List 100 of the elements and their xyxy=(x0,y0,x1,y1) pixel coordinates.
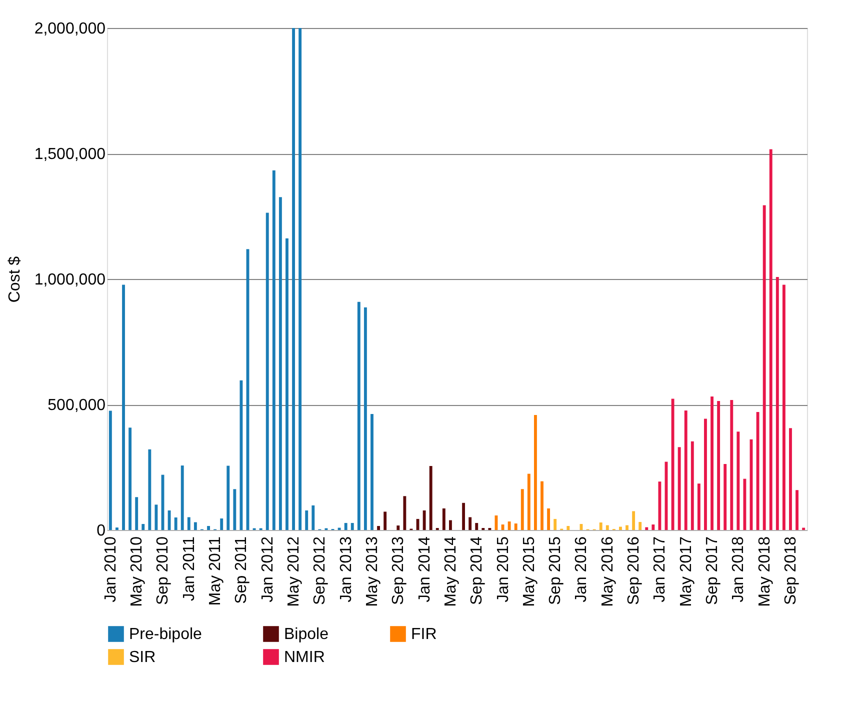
bar xyxy=(154,504,158,530)
x-tick-label: May 2017 xyxy=(678,536,695,607)
bar xyxy=(462,502,466,530)
bar xyxy=(142,524,145,530)
bar xyxy=(736,432,740,530)
bar xyxy=(286,238,288,530)
bar xyxy=(422,510,426,530)
legend-label: FIR xyxy=(411,626,437,643)
x-tick-label: Jan 2017 xyxy=(652,536,669,602)
bar xyxy=(135,497,138,530)
x-tick-label: Jan 2012 xyxy=(259,536,276,602)
bar xyxy=(312,505,315,530)
bar xyxy=(266,212,269,530)
bar xyxy=(782,284,786,530)
bar xyxy=(116,527,118,530)
legend-label: Bipole xyxy=(284,626,329,643)
x-tick-label: Jan 2011 xyxy=(180,536,198,602)
bar xyxy=(743,478,746,530)
y-tick-label: 1,500,000 xyxy=(34,146,106,163)
bar xyxy=(671,398,674,530)
legend-label: NMIR xyxy=(284,649,325,666)
x-tick-label: Sep 2018 xyxy=(782,536,800,606)
bar xyxy=(769,149,772,530)
y-tick-label: 1,000,000 xyxy=(34,272,106,288)
bar xyxy=(180,465,184,530)
bar xyxy=(514,523,518,530)
x-tick-label: Sep 2017 xyxy=(704,536,722,606)
bar xyxy=(645,527,648,530)
bar xyxy=(730,400,734,530)
legend-label: Pre-bipole xyxy=(129,626,202,643)
x-tick-label: Sep 2014 xyxy=(468,536,486,606)
bar xyxy=(554,518,557,530)
bar xyxy=(384,512,387,530)
bar xyxy=(632,511,636,530)
bar xyxy=(403,496,406,530)
bar xyxy=(724,464,727,530)
bar xyxy=(527,474,530,530)
bar xyxy=(298,28,302,530)
x-tick-label: May 2013 xyxy=(364,536,381,607)
x-tick-label: Sep 2010 xyxy=(154,536,172,606)
x-tick-label: May 2018 xyxy=(756,536,774,607)
bar xyxy=(364,307,367,530)
bar xyxy=(599,522,602,530)
bar xyxy=(789,428,792,530)
bar xyxy=(344,522,348,530)
bar xyxy=(678,447,681,530)
bar xyxy=(226,466,230,530)
bar xyxy=(520,489,524,530)
x-tick-label: May 2011 xyxy=(207,536,224,606)
bar xyxy=(684,410,688,530)
bar xyxy=(508,521,511,530)
x-tick-label: May 2014 xyxy=(442,536,460,607)
bar xyxy=(652,524,655,530)
bar xyxy=(756,412,760,530)
bar xyxy=(619,526,622,530)
bar xyxy=(168,510,171,530)
x-tick-label: Sep 2016 xyxy=(626,536,643,606)
x-tick-label: May 2012 xyxy=(286,536,303,607)
bar xyxy=(272,170,276,530)
y-tick-label: 500,000 xyxy=(48,397,106,414)
bar xyxy=(233,489,236,530)
bar xyxy=(638,522,642,530)
bar xyxy=(690,441,694,530)
y-axis-title: Cost $ xyxy=(6,256,24,303)
bar xyxy=(762,205,766,530)
bar xyxy=(448,520,452,530)
x-tick-label: Jan 2013 xyxy=(338,536,355,602)
bar xyxy=(534,415,537,530)
bar xyxy=(207,526,210,530)
bar xyxy=(370,414,374,530)
bar xyxy=(566,526,570,530)
bar xyxy=(377,526,380,530)
bar xyxy=(776,276,779,530)
bar xyxy=(710,396,714,530)
bar xyxy=(429,466,432,530)
x-tick-label: Jan 2014 xyxy=(416,536,434,602)
bar xyxy=(122,284,125,530)
bar xyxy=(108,410,112,530)
y-tick-label: 2,000,000 xyxy=(34,20,106,38)
x-tick-label: Jan 2015 xyxy=(494,536,512,602)
bar xyxy=(240,380,243,530)
legend-label: SIR xyxy=(129,649,156,666)
x-tick-label: Jan 2018 xyxy=(730,536,748,602)
bar xyxy=(717,400,720,530)
x-tick-label: Jan 2016 xyxy=(573,536,590,602)
x-tick-label: Sep 2015 xyxy=(547,536,564,606)
bar xyxy=(442,508,446,530)
bar xyxy=(350,522,354,530)
x-tick-label: May 2010 xyxy=(128,536,146,607)
bar xyxy=(174,517,178,530)
bar xyxy=(357,302,360,530)
bar xyxy=(148,449,152,530)
bar xyxy=(187,517,190,530)
bar xyxy=(194,522,197,530)
bar xyxy=(475,522,478,530)
x-tick-label: May 2015 xyxy=(520,536,538,607)
bar xyxy=(626,525,628,530)
x-tick-label: Sep 2013 xyxy=(390,536,408,606)
bar xyxy=(278,197,282,530)
bar xyxy=(547,508,550,530)
